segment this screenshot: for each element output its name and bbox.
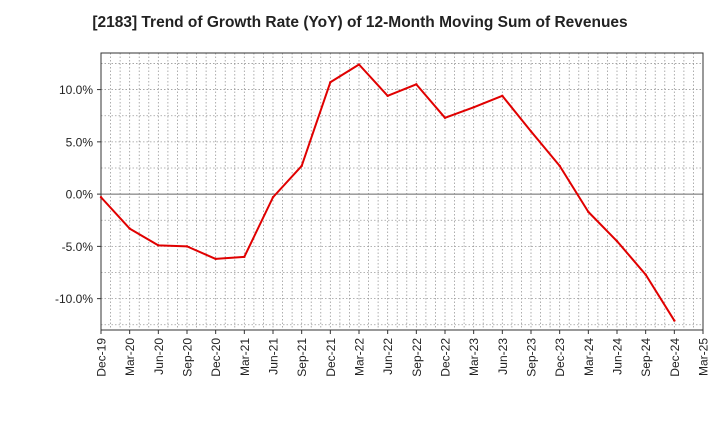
x-tick-label: Mar-22 <box>353 338 367 376</box>
x-tick-label: Dec-19 <box>95 338 109 377</box>
data-point <box>300 164 303 168</box>
x-tick-label: Sep-21 <box>295 338 309 377</box>
data-point <box>357 63 361 66</box>
x-tick-label: Dec-20 <box>209 338 223 377</box>
data-point <box>415 83 418 86</box>
data-point <box>529 130 533 133</box>
x-tick-label: Dec-21 <box>324 338 338 377</box>
plot-border <box>100 52 704 331</box>
x-tick-label: Mar-20 <box>123 338 137 376</box>
data-point <box>214 257 217 261</box>
data-point <box>329 81 332 84</box>
data-point <box>185 245 189 248</box>
x-tick-label: Jun-22 <box>381 338 395 375</box>
x-tick-label: Sep-23 <box>525 338 539 377</box>
x-tick-label: Jun-21 <box>267 338 281 375</box>
y-tick-label: 0.0% <box>66 188 94 202</box>
data-point <box>243 255 246 259</box>
data-point <box>99 196 103 199</box>
x-tick-label: Sep-24 <box>639 338 653 377</box>
x-tick-label: Mar-24 <box>582 338 596 376</box>
data-point <box>386 94 389 98</box>
data-point <box>644 273 647 276</box>
y-tick-label: -10.0% <box>55 292 93 306</box>
data-point <box>558 164 561 168</box>
y-tick-label: 5.0% <box>66 135 94 149</box>
data-point <box>128 227 131 230</box>
x-tick-label: Dec-24 <box>668 338 682 377</box>
data-point <box>157 244 160 247</box>
x-tick-label: Jun-20 <box>152 338 166 375</box>
plot-area <box>101 53 703 330</box>
data-point <box>615 239 619 243</box>
x-tick-label: Dec-22 <box>439 338 453 377</box>
data-point <box>673 319 676 322</box>
y-tick-label: -5.0% <box>62 240 94 254</box>
data-point <box>443 116 447 120</box>
x-tick-label: Sep-22 <box>410 338 424 377</box>
x-tick-label: Mar-21 <box>238 338 252 376</box>
x-tick-label: Sep-20 <box>181 338 195 377</box>
chart-title: [2183] Trend of Growth Rate (YoY) of 12-… <box>92 14 628 31</box>
data-point <box>501 94 504 98</box>
data-point <box>472 106 475 109</box>
data-point <box>587 210 590 214</box>
x-tick-label: Dec-23 <box>553 338 567 377</box>
x-tick-label: Mar-25 <box>697 338 711 376</box>
x-tick-label: Jun-24 <box>611 338 625 375</box>
x-tick-label: Mar-23 <box>467 338 481 376</box>
data-point <box>271 196 275 199</box>
x-tick-label: Jun-23 <box>496 338 510 375</box>
y-tick-label: 10.0% <box>59 83 93 97</box>
